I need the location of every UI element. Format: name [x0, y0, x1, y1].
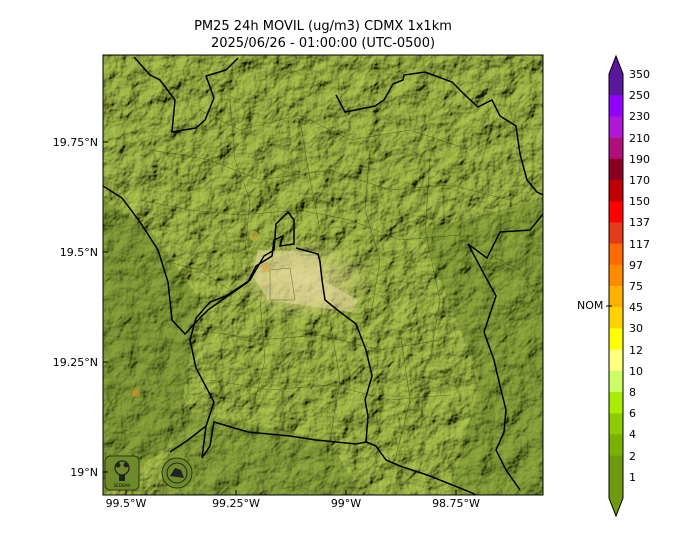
colorbar-tick-label: 137: [629, 216, 650, 230]
colorbar-segment: [609, 307, 623, 329]
state-border-south-west: [169, 425, 207, 453]
lat-label: 19.75°N: [52, 136, 98, 149]
state-border-south-east: [365, 441, 477, 495]
colorbar-segment: [609, 476, 623, 499]
colorbar-tick-label: 190: [629, 152, 650, 166]
lon-label: 99.5°W: [105, 497, 147, 510]
state-border-north-east: [335, 71, 543, 196]
colorbar-tick-label: 1: [629, 470, 636, 484]
colorbar-segment: [609, 349, 623, 372]
dark-terrain-east: [420, 200, 543, 495]
lat-label: 19°N: [70, 466, 98, 479]
lon-label: 99.25°W: [212, 497, 260, 510]
colorbar-segment: [609, 116, 623, 138]
colorbar-tick-label: 250: [629, 89, 650, 103]
colorbar-tick-label: 4: [629, 428, 636, 442]
colorbar-min-extend: [609, 498, 623, 516]
colorbar-segment: [609, 74, 623, 96]
colorbar-segment: [609, 137, 623, 160]
colorbar-tick-label: 30: [629, 322, 643, 336]
map-area[interactable]: SEDEMA: [103, 55, 543, 495]
colorbar-segment: [609, 328, 623, 350]
colorbar-segment: [609, 201, 623, 223]
colorbar-tick-label: 6: [629, 407, 636, 421]
pm25-hotspot: [252, 250, 358, 312]
lon-label: 99°W: [330, 497, 362, 510]
dark-terrain-west: [103, 200, 200, 495]
colorbar-tick-label: 12: [629, 343, 643, 357]
state-border-cdmx: [103, 185, 373, 459]
colorbar-tick-label: 97: [629, 258, 643, 272]
colorbar-tick-label: 45: [629, 301, 643, 315]
colorbar-segment: [609, 455, 623, 478]
colorbar-tick-label: 8: [629, 386, 636, 399]
pm25-spot-3: [132, 389, 140, 397]
lon-label: 98.75°W: [432, 497, 480, 510]
colorbar-segment: [609, 158, 623, 181]
colorbar-segment: [609, 434, 623, 456]
sedema-logo: SEDEMA: [104, 455, 140, 491]
pm25-spot-1: [249, 231, 259, 241]
colorbar-max-extend: [609, 56, 623, 74]
colorbar-tick-label: 230: [629, 110, 650, 124]
map-timestamp: 2025/06/26 - 01:00:00 (UTC-0500): [210, 36, 436, 51]
colorbar: [608, 54, 624, 518]
dark-terrain-south: [160, 410, 360, 495]
colorbar-outline: [608, 54, 624, 518]
colorbar-segment: [609, 222, 623, 244]
colorbar-segment: [609, 370, 623, 393]
municipal-borders: [139, 99, 541, 461]
colorbar-tick-label: 350: [629, 68, 650, 81]
svg-text:SEDEMA: SEDEMA: [114, 483, 131, 488]
colorbar-segment: [609, 392, 623, 414]
colorbar-tick-label: 117: [629, 237, 650, 251]
lat-label: 19.5°N: [59, 246, 98, 259]
colorbar-tick-label: 75: [629, 280, 643, 293]
colorbar-tick-label: 170: [629, 174, 650, 187]
cdmx-seal: [161, 457, 193, 489]
state-borders: [103, 56, 543, 495]
colorbar-segment: [609, 264, 623, 287]
colorbar-tick-label: 10: [629, 364, 643, 378]
colorbar-segment: [609, 243, 623, 266]
pm25-spot-2: [262, 264, 270, 272]
state-border-north-west: [133, 56, 239, 133]
colorbar-tick-label: 150: [629, 195, 650, 209]
map-title: PM25 24h MOVIL (ug/m3) CDMX 1x1km: [194, 19, 452, 34]
nom-label: NOM: [577, 299, 604, 312]
lat-label: 19.25°N: [52, 356, 98, 369]
colorbar-segment: [609, 180, 623, 202]
map-frame: [102, 54, 544, 496]
axis-ticks: [103, 141, 457, 495]
state-border-east: [467, 213, 543, 491]
colorbar-segment: [609, 413, 623, 435]
colorbar-tick-label: 2: [629, 449, 636, 463]
colorbar-tick-label: 210: [629, 131, 650, 145]
colorbar-segment: [609, 95, 623, 117]
colorbar-segment: [609, 286, 623, 308]
